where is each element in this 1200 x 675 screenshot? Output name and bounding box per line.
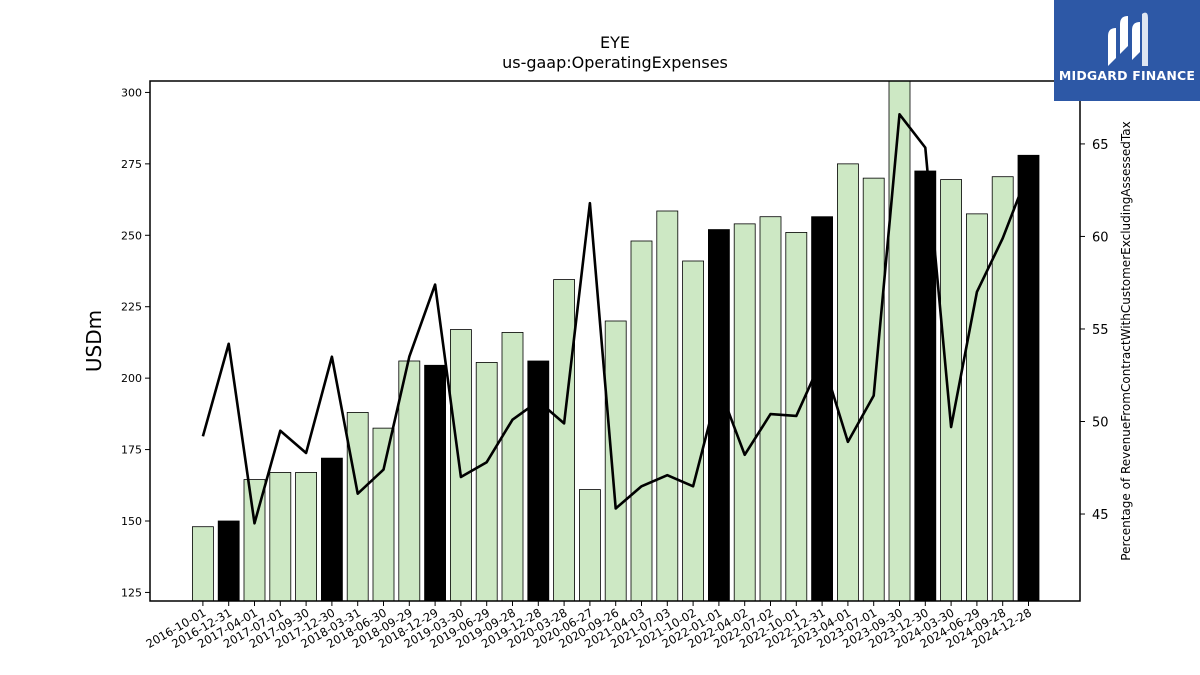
bar-2019-03-30 [449,329,472,601]
bar-2023-04-01 [837,163,859,601]
bar-2020-06-27 [579,489,601,601]
bar-2019-09-28 [501,332,524,601]
y-tick-label-right: 60 [1092,230,1109,245]
bar-2022-04-02 [733,223,756,601]
bar-2016-10-01 [191,526,214,601]
bar-2018-12-29 [424,364,447,601]
bar-2017-09-30 [295,472,318,601]
y-tick-label-left: 200 [121,372,142,385]
bar-2018-06-30 [372,427,395,601]
bar-2016-12-31 [217,520,240,601]
bar-2023-12-30 [914,170,937,601]
bar-2018-03-31 [346,412,369,601]
y-axis-label-right: Percentage of RevenueFromContractWithCus… [1119,121,1133,560]
y-tick-label-left: 175 [121,444,142,457]
y-tick-label-left: 225 [121,301,142,314]
y-tick-label-right: 45 [1092,508,1109,523]
bar-2020-03-28 [553,279,575,601]
bar-2023-09-30 [888,81,911,601]
y-tick-label-left: 125 [121,586,142,599]
percentage-line [201,113,1030,525]
bar-2019-12-28 [527,360,550,601]
y-tick-label-left: 250 [121,229,142,242]
bar-2021-07-03 [656,210,679,601]
chart-title: EYE [600,33,630,52]
y-tick-label-left: 275 [121,158,142,171]
y-tick-label-right: 65 [1092,138,1109,153]
bar-2017-12-30 [320,457,343,601]
bar-2024-09-28 [991,176,1014,601]
bar-2024-03-30 [940,179,962,601]
bar-2024-06-29 [966,213,988,601]
logo-text: MIDGARD FINANCE [1058,68,1196,83]
bar-2020-09-26 [604,320,627,601]
bar-2022-12-31 [811,216,833,601]
bar-2022-07-02 [759,216,782,601]
y-axis-label-left: USDm [82,310,106,372]
bar-2018-09-29 [398,360,421,601]
bar-2021-10-02 [682,260,704,601]
bar-2021-04-03 [630,240,653,601]
y-tick-label-right: 55 [1092,323,1109,338]
y-tick-label-right: 50 [1092,415,1109,430]
bar-2019-06-29 [475,362,498,601]
y-tick-label-left: 300 [121,86,142,99]
bar-2024-12-28 [1017,154,1040,601]
plot-frame [149,80,1081,602]
y-tick-label-left: 150 [121,515,142,528]
bar-2017-07-01 [269,472,292,601]
bar-2017-04-01 [243,479,266,601]
logo-mark-icon [1108,12,1148,67]
chart-subtitle: us-gaap:OperatingExpenses [502,53,728,72]
brand-logo: MIDGARD FINANCE [1054,0,1200,101]
